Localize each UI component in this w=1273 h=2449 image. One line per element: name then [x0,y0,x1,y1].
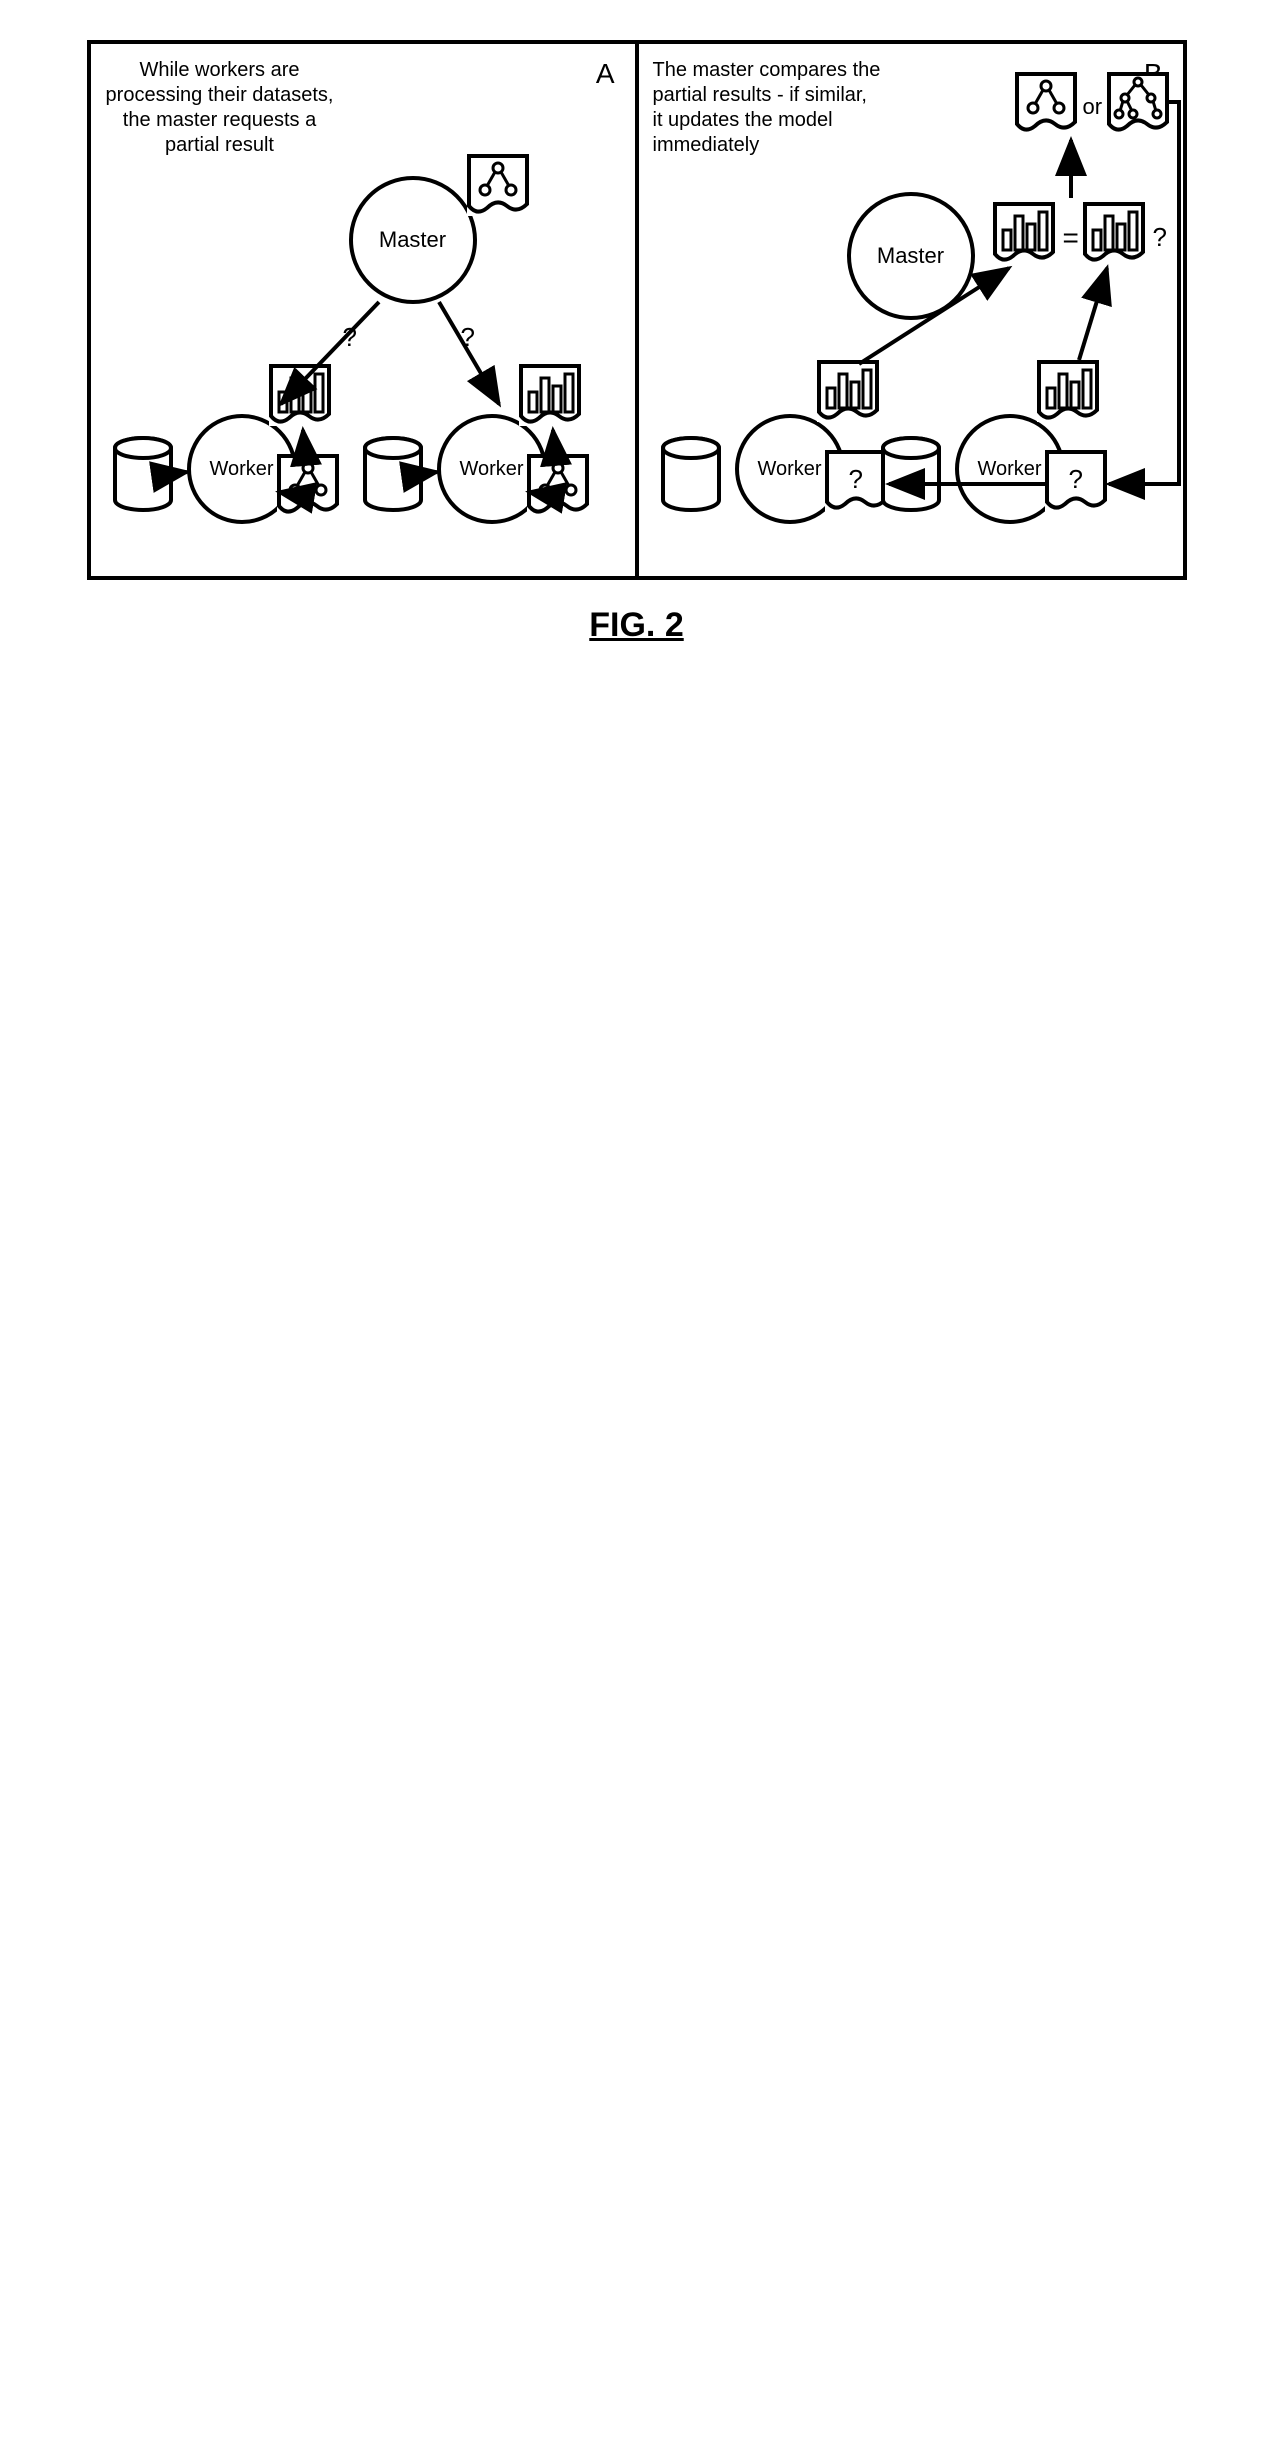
worker2-q-b: ? [1069,464,1083,495]
worker2-tree-doc-a [527,454,589,516]
panel-a: A While workers are processing their dat… [91,44,639,576]
worker1-histo-doc-b [817,360,879,422]
master-node-b: Master [847,192,975,320]
worker1-db-b [659,436,723,514]
worker2-db-a [361,436,425,514]
qmark-a-left: ? [343,322,357,353]
worker2-label-a: Worker [459,458,523,481]
worker1-label-b: Worker [757,458,821,481]
eq-text-b: = [1063,222,1079,254]
worker2-label-b: Worker [977,458,1041,481]
worker2-histo-doc-a [519,364,581,426]
figure-frame: A While workers are processing their dat… [87,40,1187,580]
qmark-compare-b: ? [1153,222,1167,253]
worker1-histo-doc-a [269,364,331,426]
master-label-b: Master [877,243,944,269]
worker2-q-doc-b: ? [1045,450,1107,512]
worker2-db-b [879,436,943,514]
worker1-db-a [111,436,175,514]
worker1-q-doc-b: ? [825,450,887,512]
histo-right-b [1083,202,1145,264]
figure-label: FIG. 2 [589,606,683,645]
panel-b: B The master compares the partial result… [639,44,1183,576]
panel-a-label: A [596,58,615,90]
master-node-a: Master [349,176,477,304]
histo-left-b [993,202,1055,264]
master-label-a: Master [379,227,446,253]
tree6-doc-b [1107,72,1169,134]
worker1-q-b: ? [849,464,863,495]
worker1-tree-doc-a [277,454,339,516]
qmark-a-right: ? [461,322,475,353]
panel-a-caption: While workers are processing their datas… [105,58,335,158]
worker1-label-a: Worker [209,458,273,481]
tree3-doc-b [1015,72,1077,134]
panel-b-caption: The master compares the partial results … [653,58,883,158]
or-text-b: or [1083,94,1103,120]
worker2-histo-doc-b [1037,360,1099,422]
master-tree-doc-a [467,154,529,216]
